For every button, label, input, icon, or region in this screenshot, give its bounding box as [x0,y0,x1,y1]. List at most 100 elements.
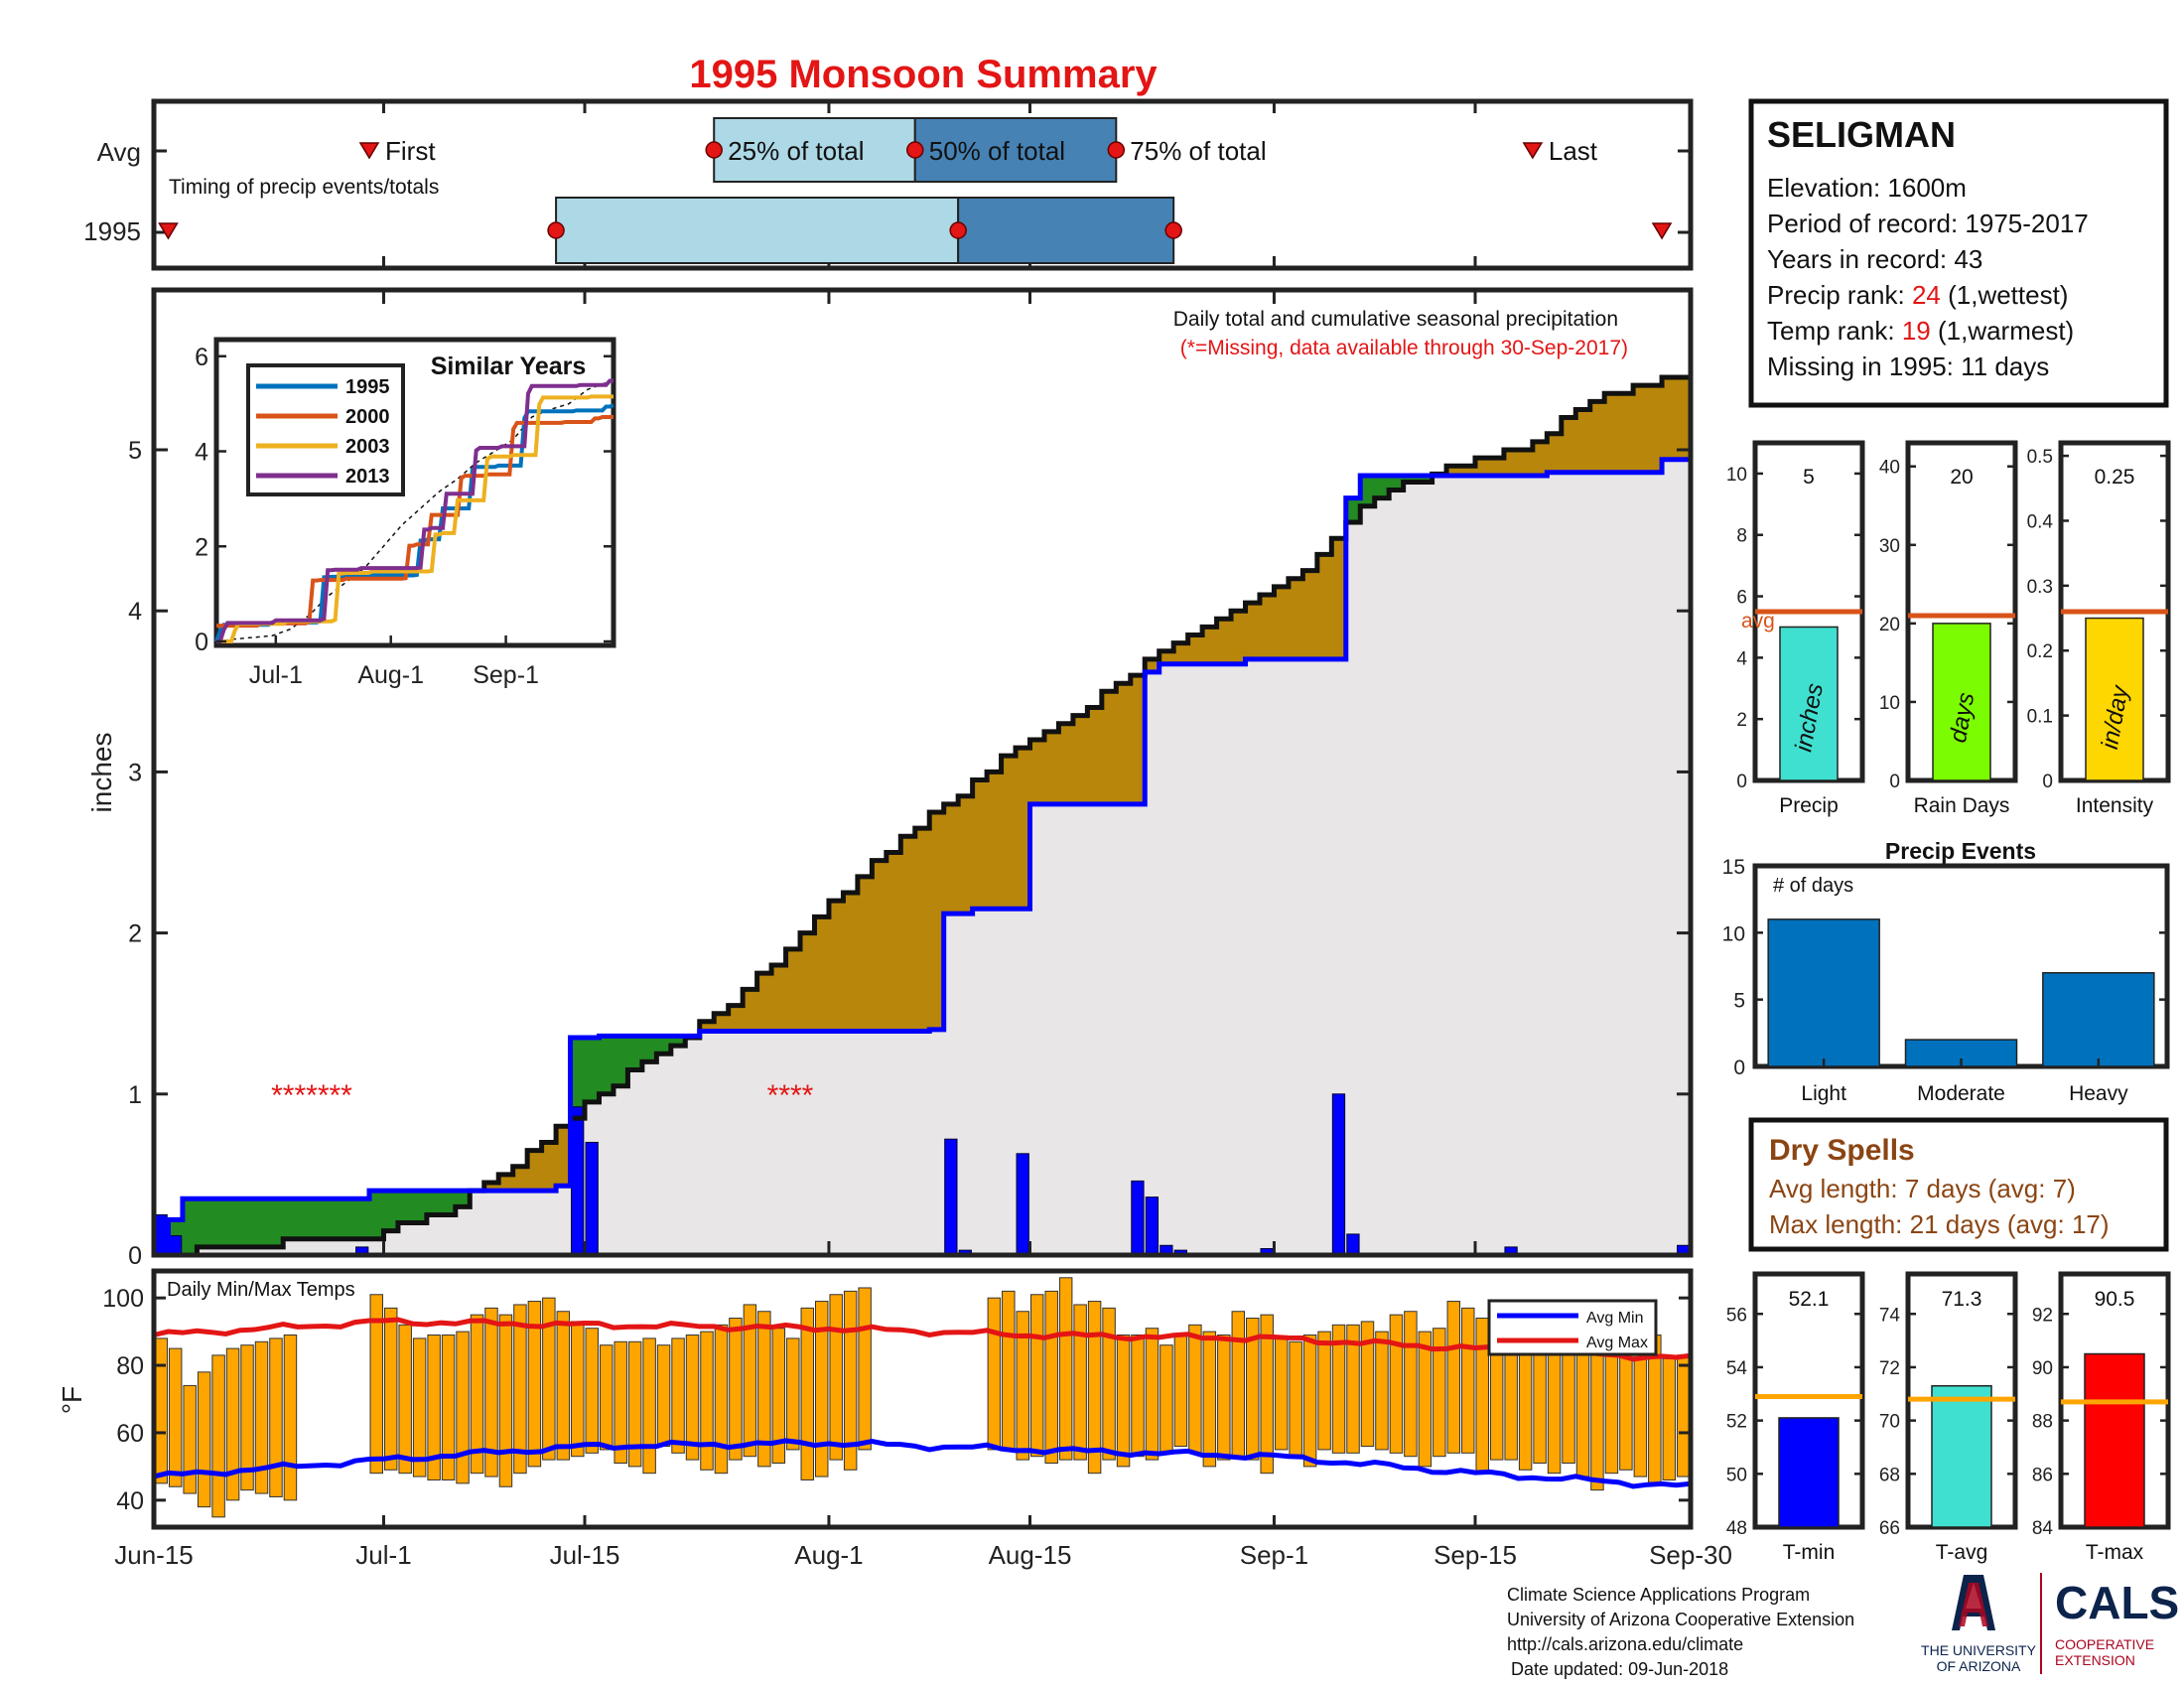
precip-events-category: Light [1801,1082,1846,1105]
daily-temp-range-bar [513,1304,527,1475]
daily-temp-range-bar [800,1307,814,1480]
precip-events-chart: Precip Events Light Moderate Heavy 0 5 10 15 #… [1722,838,2170,1105]
above-average-area [1374,475,1390,498]
below-average-area [1001,756,1017,910]
daily-temp-range-bar [987,1297,1002,1451]
above-average-area [585,1038,601,1102]
tavg-ytick-label: 72 [1879,1358,1900,1379]
daily-temp-range-bar [858,1287,872,1451]
daily-temp-range-bar [211,1354,225,1518]
tmin-ytick-label: 48 [1726,1518,1747,1539]
timing-row-year-label: 1995 [83,216,141,246]
inset-legend: 1995 2000 2003 2013 [246,363,405,496]
daily-temp-range-bar [599,1344,614,1451]
below-average-area [914,828,930,1032]
timing-50-75-segment [957,197,1175,264]
precip-events-category: Heavy [2069,1082,2128,1105]
daily-precip-bar [1331,1093,1346,1256]
daily-temp-range-bar [1475,1318,1489,1475]
below-average-area [1633,385,1649,473]
daily-temp-range-bar [585,1328,599,1454]
footer-line-2: University of Arizona Cooperative Extens… [1507,1610,1854,1629]
daily-temp-range-bar [1044,1290,1058,1464]
inset-series-2003 [216,394,614,643]
daily-temp-range-bar [412,1337,427,1477]
daily-temp-range-bar [441,1335,456,1480]
intensity-label: Intensity [2076,794,2154,817]
above-average-area [613,1036,629,1086]
above-average-area [341,1198,356,1239]
above-average-area [641,1036,657,1062]
below-average-area [1259,594,1276,659]
daily-temp-range-bar [1002,1290,1016,1451]
tmax-ytick-label: 86 [2032,1465,2053,1485]
tavg-ytick-label: 66 [1879,1518,1900,1539]
daily-temp-range-bar [1375,1331,1389,1451]
inset-xtick-label: Jul-1 [249,661,303,689]
inset-ytick-label: 4 [195,439,208,467]
timing-25-label: 25% of total [728,136,864,166]
main-ytick-label: 3 [128,759,142,786]
raindays-ytick-label: 0 [1889,772,1900,792]
daily-temp-range-bar [498,1314,513,1487]
x-axis-label: Sep-30 [1649,1540,1732,1570]
above-average-area [455,1191,471,1207]
daily-temp-range-bar [456,1331,470,1484]
daily-temp-range-bar [1202,1331,1217,1468]
dry-spells-title: Dry Spells [1769,1134,1915,1167]
station-period: Period of record: 1975-2017 [1767,209,2089,238]
precip-ytick-label: 6 [1736,588,1747,609]
raindays-ytick-label: 10 [1879,693,1900,714]
daily-temp-range-bar [1289,1340,1302,1458]
timing-percent-marker [705,141,723,159]
timing-percent-marker [1164,221,1182,239]
above-average-area [254,1198,270,1247]
footer-line-1: Climate Science Applications Program [1507,1585,1810,1605]
daily-temp-range-bar [1404,1311,1418,1458]
above-average-area [670,1036,686,1047]
daily-temp-range-bar [168,1347,183,1487]
timing-first-last-marker [1651,222,1673,240]
below-average-area [1202,627,1218,664]
below-average-area [1245,603,1261,659]
below-average-area [483,1183,499,1192]
inset-xtick-label: Aug-1 [357,661,424,689]
logo-cals: CALS [2055,1577,2179,1628]
daily-temp-range-bar [1087,1301,1102,1475]
daily-precip-bar [571,1106,585,1256]
station-temp-rank: Temp rank: 19 (1,warmest) [1767,316,2074,346]
tmin-ytick-label: 54 [1726,1358,1748,1379]
timing-percent-marker [949,221,967,239]
daily-temp-range-bar [843,1290,858,1471]
timing-first-last-marker [358,142,380,160]
above-average-area [297,1198,313,1239]
inset-legend-label: 2000 [345,406,390,428]
timing-panel: Avg 1995 Timing of precip events/totals … [83,98,1694,271]
precip-bar [1779,626,1839,781]
x-axis-label: Aug-1 [794,1540,863,1570]
below-average-area [943,803,959,914]
similar-years-inset: 0 2 4 6 Jul-1 Aug-1 Sep-1 Similar Years 1995 20… [195,337,616,689]
station-precip-rank: Precip rank: 24 (1,wettest) [1767,280,2068,310]
daily-precip-bar [168,1235,183,1256]
intensity-value: 0.25 [2095,466,2135,489]
tmin-label: T-min [1783,1541,1836,1564]
daily-temp-range-bar [1102,1307,1116,1461]
tavg-value: 71.3 [1942,1288,1982,1311]
daily-temp-range-bar [1173,1335,1188,1448]
precip-ytick-label: 10 [1726,465,1747,486]
timing-first-last-marker [158,222,179,240]
station-missing: Missing in 1995: 11 days [1767,352,2049,381]
precip-events-category: Moderate [1917,1082,2005,1105]
tmin-ytick-label: 52 [1726,1412,1747,1433]
temp-ytick-label: 60 [116,1420,144,1448]
daily-temp-range-bar [642,1337,656,1475]
daily-temp-range-bar [743,1304,757,1458]
daily-temp-range-bar [1116,1335,1131,1468]
daily-temp-range-bar [757,1311,771,1468]
timing-25-50-segment [555,197,960,264]
below-average-area [512,1166,528,1192]
daily-temp-range-bar [656,1344,671,1448]
daily-temp-range-bar [1360,1321,1375,1448]
inset-legend-label: 1995 [345,376,390,398]
